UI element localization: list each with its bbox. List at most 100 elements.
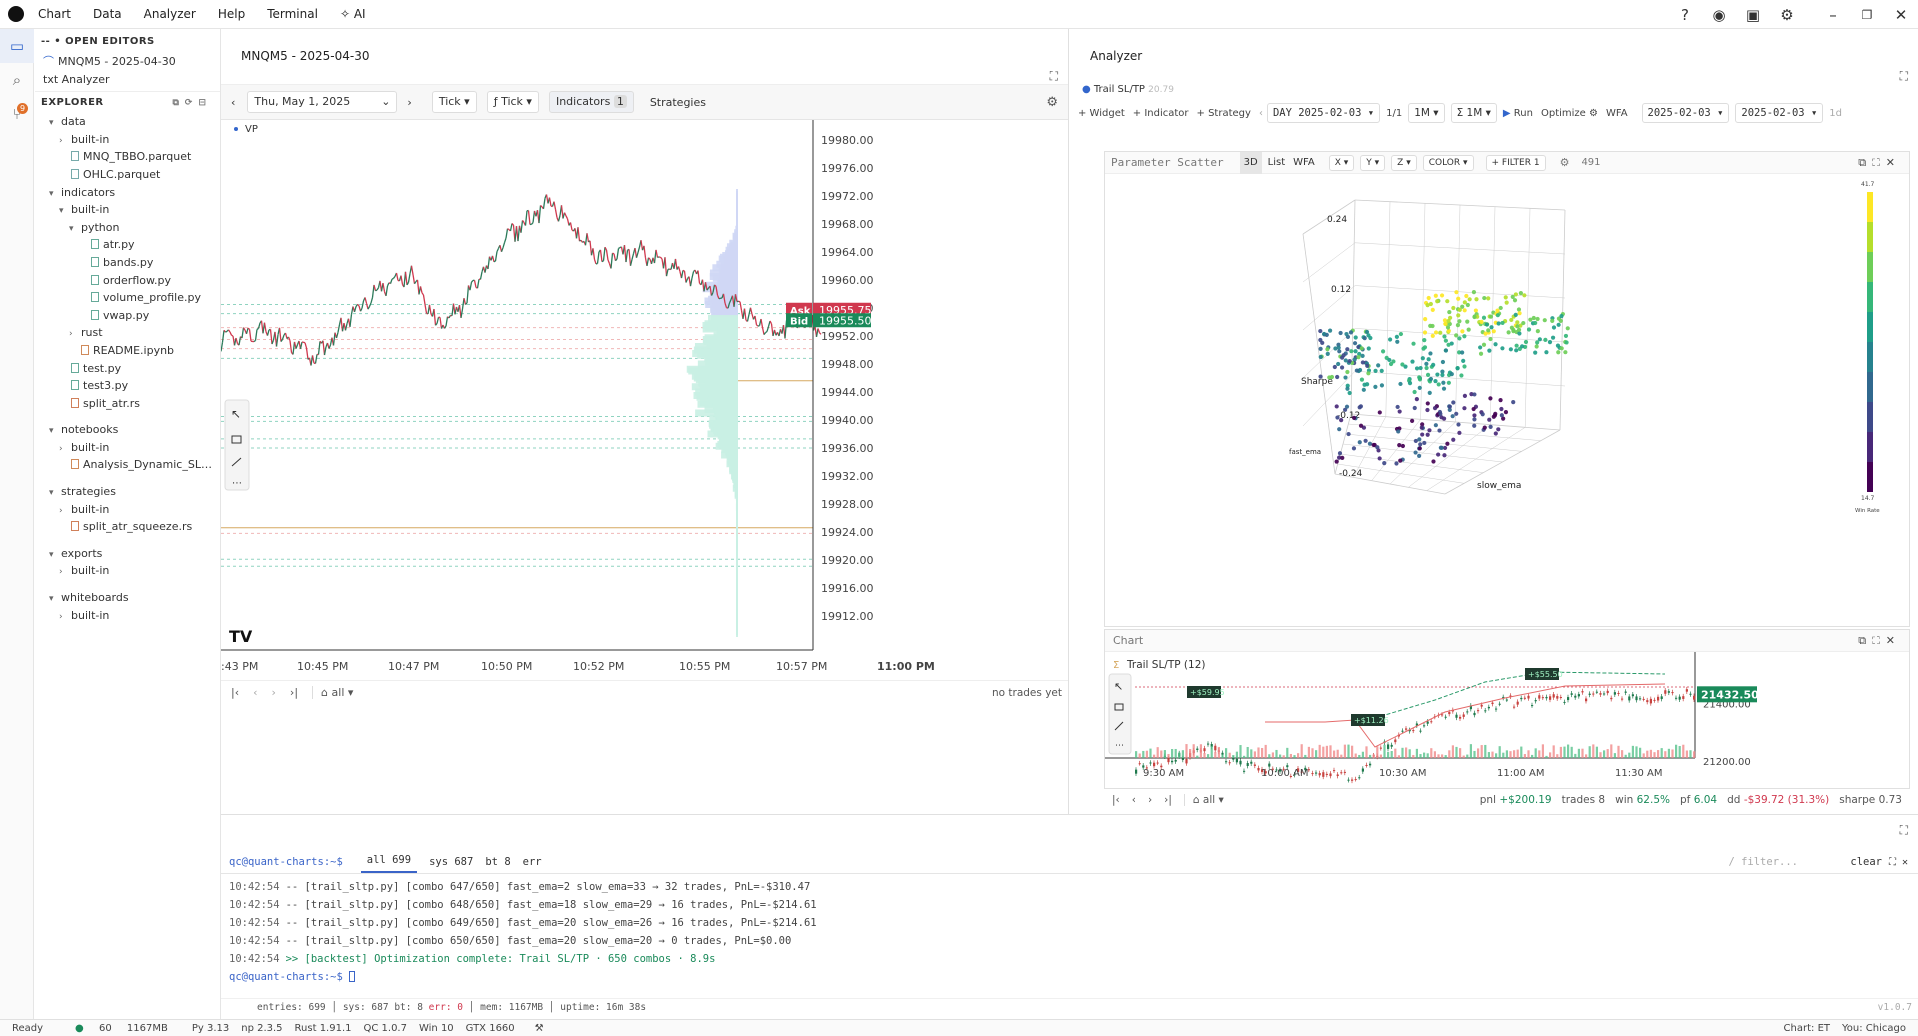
wrench-icon[interactable]: ⚒	[534, 1022, 544, 1034]
trade-filter[interactable]: ⌂ all ▾	[312, 686, 353, 699]
tab-3d[interactable]: 3D	[1239, 151, 1262, 174]
open-editor-analyzer[interactable]: txt Analyzer	[43, 72, 110, 86]
tree-file[interactable]: bands.py	[35, 254, 220, 272]
last-button[interactable]: ›|	[289, 686, 299, 699]
tree-file[interactable]: OHLC.parquet	[35, 166, 220, 184]
tree-file[interactable]: test3.py	[35, 377, 220, 395]
color-select[interactable]: COLOR ▾	[1422, 154, 1474, 171]
first-button[interactable]: |‹	[231, 686, 240, 699]
mini-prev-button[interactable]: ‹	[1131, 794, 1136, 806]
explorer-actions[interactable]: ⧉⟳⊟	[172, 98, 212, 109]
question-circle-icon[interactable]: ?	[1681, 5, 1689, 24]
strategies-button[interactable]: Strategies	[649, 95, 706, 109]
prev-day-button[interactable]: ‹	[231, 95, 236, 109]
scatter-window-icons[interactable]: ⧉⛶✕	[1858, 156, 1901, 169]
tree-folder[interactable]: › rust	[35, 324, 220, 342]
maximize-icon[interactable]: ⛶	[1049, 69, 1058, 83]
y-axis-select[interactable]: Y ▾	[1360, 154, 1386, 171]
open-editor-chart[interactable]: ⌒ MNQM5 - 2025-04-30	[43, 55, 176, 68]
terminal-window-icons[interactable]: ⛶ ✕	[1888, 857, 1908, 868]
timeframe-select[interactable]: 1M ▾	[1408, 103, 1445, 123]
tree-file[interactable]: test.py	[35, 360, 220, 378]
prev-button[interactable]: ‹	[253, 686, 258, 699]
tick-select[interactable]: Tick ▾	[431, 91, 477, 113]
mini-last-button[interactable]: ›|	[1164, 794, 1172, 806]
add-strategy-button[interactable]: + Strategy	[1196, 107, 1251, 119]
open-editors-header[interactable]: -- • OPEN EDITORS	[41, 36, 155, 47]
explorer-icon[interactable]: ▭	[0, 29, 34, 63]
scatter-3d-plot[interactable]: 0.24 0.12 -0.12 -0.24 Sharpe fast_ema slow_ema…	[1105, 174, 1909, 626]
menu-help[interactable]: Help	[217, 7, 246, 21]
tree-folder[interactable]: › built-in	[35, 607, 220, 625]
z-axis-select[interactable]: Z ▾	[1391, 154, 1417, 171]
tree-folder[interactable]: › built-in	[35, 131, 220, 149]
mini-first-button[interactable]: |‹	[1112, 794, 1120, 806]
tree-folder[interactable]: ▾ built-in	[35, 201, 220, 219]
github-icon[interactable]: ◉	[1712, 5, 1726, 24]
scatter-settings-icon[interactable]: ⚙	[1559, 155, 1570, 169]
terminal-maximize-icon[interactable]: ⛶	[1899, 823, 1908, 837]
prev-page-button[interactable]: ‹	[1258, 107, 1263, 119]
wfa-button[interactable]: WFA	[1605, 107, 1628, 119]
tree-folder[interactable]: ▾ data	[35, 113, 220, 131]
explorer-header[interactable]: EXPLORER ⧉⟳⊟	[35, 91, 220, 113]
date-to-select[interactable]: 2025-02-03 ▾	[1735, 103, 1824, 123]
tree-file[interactable]: atr.py	[35, 236, 220, 254]
tree-folder[interactable]: ▾ strategies	[35, 483, 220, 501]
mini-chart-window-icons[interactable]: ⧉⛶✕	[1858, 634, 1901, 647]
strategy-tag[interactable]: ● Trail SL/TP 20.79	[1082, 84, 1174, 95]
mini-trade-filter[interactable]: ⌂ all ▾	[1183, 794, 1224, 806]
gear-icon[interactable]: ⚙	[1780, 5, 1794, 24]
tree-folder[interactable]: › built-in	[35, 439, 220, 457]
active-prompt-line[interactable]: qc@quant-charts:~$	[229, 968, 1918, 986]
tab-wfa[interactable]: WFA	[1293, 156, 1315, 168]
add-indicator-button[interactable]: + Indicator	[1132, 107, 1189, 119]
restore-button[interactable]: ❐	[1861, 7, 1873, 22]
tree-folder[interactable]: › built-in	[35, 562, 220, 580]
tree-file[interactable]: orderflow.py	[35, 272, 220, 290]
price-chart[interactable]: VP 19980.00 19976.00 19972.00 19968.00 19964.…	[221, 120, 1069, 680]
menu-terminal[interactable]: Terminal	[267, 7, 318, 21]
tree-file[interactable]: split_atr.rs	[35, 395, 220, 413]
tree-file[interactable]: volume_profile.py	[35, 289, 220, 307]
status-user-tz[interactable]: You: Chicago	[1842, 1022, 1906, 1034]
tab-list[interactable]: List	[1267, 156, 1286, 168]
mini-next-button[interactable]: ›	[1147, 794, 1153, 806]
tab-all[interactable]: all 699	[360, 854, 418, 873]
clear-button[interactable]: clear	[1850, 856, 1882, 868]
run-button[interactable]: ▶ Run	[1502, 107, 1533, 119]
strategy-price-chart[interactable]: Σ Trail SL/TP (12) +$59.95 +$11.26 +$55.50 21…	[1105, 652, 1909, 788]
tab-bt[interactable]: bt 8	[485, 856, 511, 868]
tree-folder[interactable]: ▾ exports	[35, 545, 220, 563]
optimize-button[interactable]: Optimize ⚙	[1540, 107, 1598, 119]
tree-folder[interactable]: › built-in	[35, 501, 220, 519]
tick-function-select[interactable]: ƒ Tick ▾	[486, 91, 539, 113]
date-select[interactable]: Thu, May 1, 2025 ⌄	[247, 91, 398, 113]
add-widget-button[interactable]: + Widget	[1078, 107, 1125, 119]
tree-folder[interactable]: ▾ notebooks	[35, 421, 220, 439]
tree-folder[interactable]: ▾ python	[35, 219, 220, 237]
day-select[interactable]: DAY 2025-02-03 ▾	[1266, 103, 1381, 123]
menu-chart[interactable]: Chart	[38, 7, 71, 21]
log-filter-input[interactable]: / filter...	[1728, 856, 1798, 868]
search-icon[interactable]: ⌕	[12, 71, 22, 89]
source-control-icon[interactable]: ⑂ 9	[0, 97, 34, 131]
agg-timeframe-select[interactable]: Σ 1M ▾	[1450, 103, 1497, 123]
date-from-select[interactable]: 2025-02-03 ▾	[1641, 103, 1730, 123]
next-button[interactable]: ›	[271, 686, 276, 699]
filter-button[interactable]: + FILTER 1	[1485, 154, 1546, 171]
menu-ai[interactable]: ✧ AI	[339, 7, 366, 21]
tree-file[interactable]: MNQ_TBBO.parquet	[35, 148, 220, 166]
menu-analyzer[interactable]: Analyzer	[143, 7, 196, 21]
tree-file[interactable]: Analysis_Dynamic_SL…	[35, 456, 220, 474]
avatar[interactable]: ▣	[1745, 5, 1761, 24]
menu-data[interactable]: Data	[92, 7, 122, 21]
tree-folder[interactable]: ▾ indicators	[35, 184, 220, 202]
chart-settings-gear-icon[interactable]: ⚙	[1046, 94, 1058, 110]
x-axis-select[interactable]: X ▾	[1328, 154, 1355, 171]
tab-err[interactable]: err	[522, 856, 542, 868]
tree-file[interactable]: split_atr_squeeze.rs	[35, 518, 220, 536]
close-window-button[interactable]: ✕	[1894, 5, 1908, 24]
indicators-button[interactable]: Indicators 1	[548, 91, 634, 113]
next-day-button[interactable]: ›	[407, 95, 412, 109]
